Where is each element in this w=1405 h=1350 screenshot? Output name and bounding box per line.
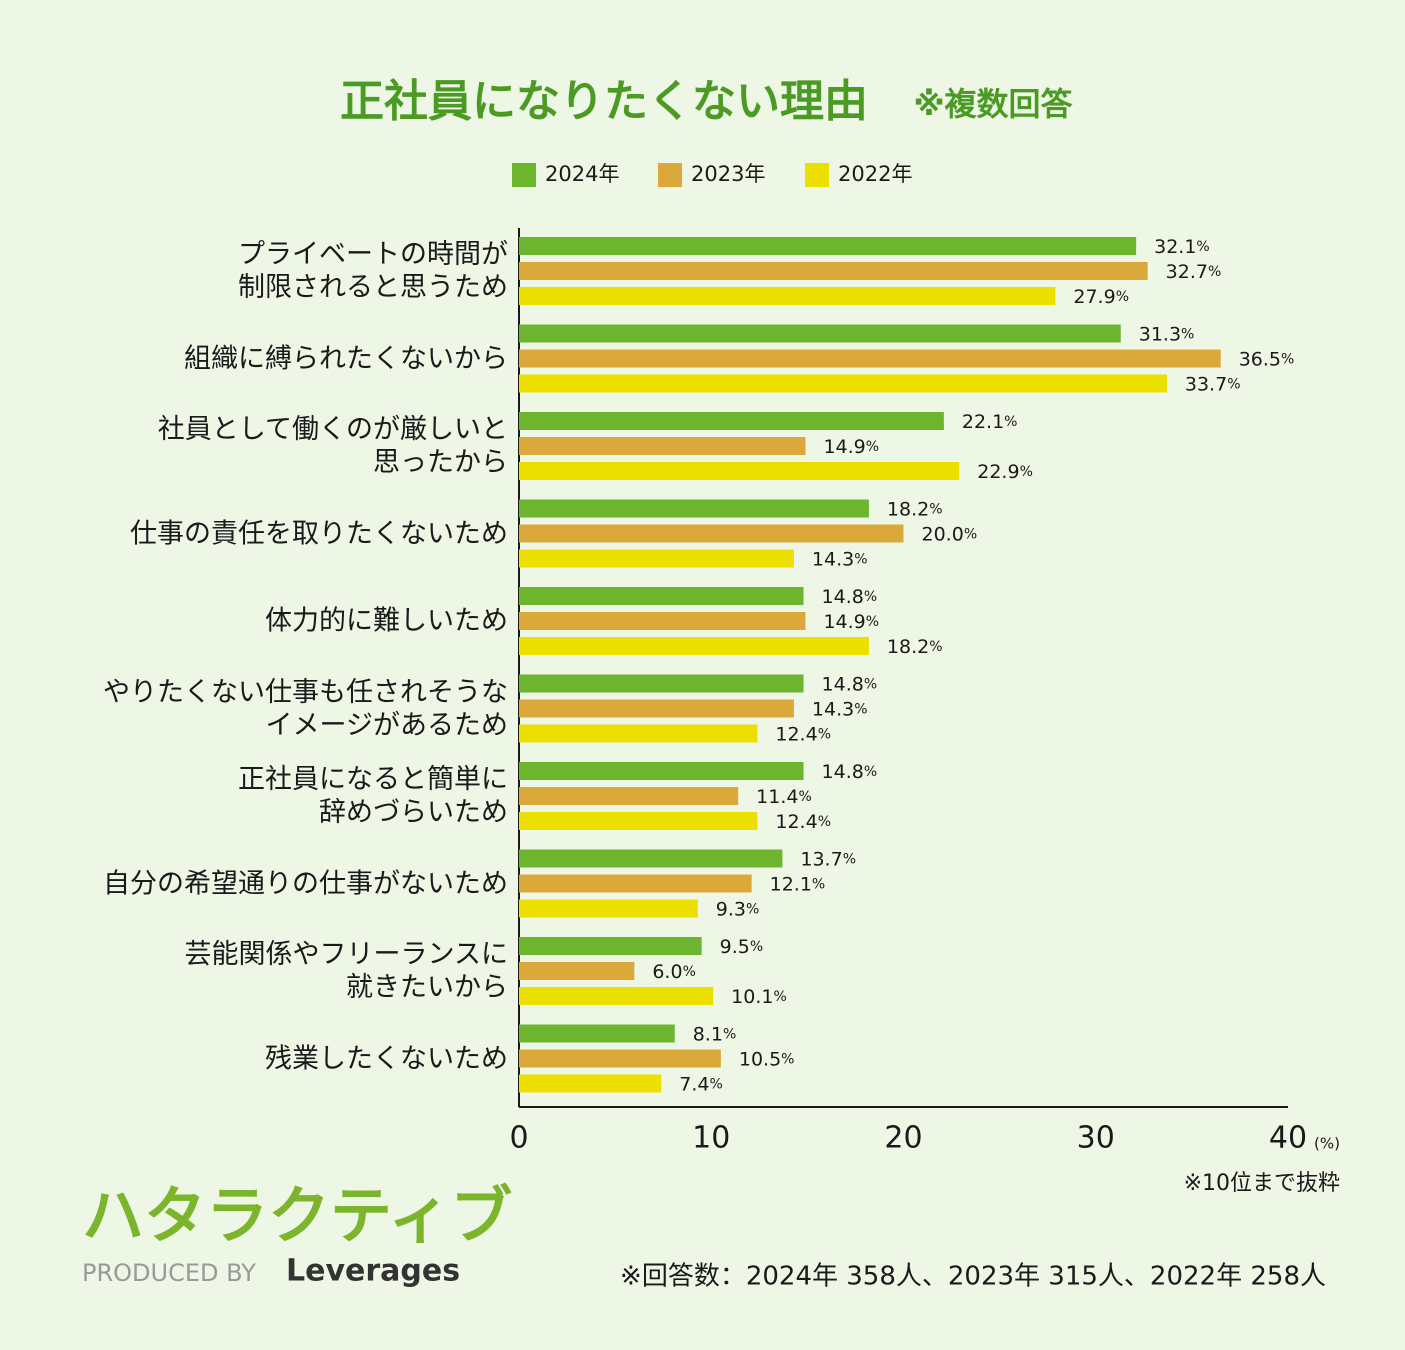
category-label: 体力的に難しいため [265, 605, 508, 637]
category-label: 残業したくないため [265, 1043, 508, 1074]
legend-label: 2024年 [545, 162, 619, 186]
value-label: 22.1% [962, 411, 1018, 433]
chart-title: 正社員になりたくない理由 [340, 76, 868, 127]
legend-swatch [805, 163, 829, 187]
value-label: 32.7% [1166, 261, 1222, 283]
bar [519, 324, 1121, 343]
value-label: 36.5% [1239, 348, 1295, 370]
bar [519, 849, 783, 868]
value-label: 7.4% [679, 1073, 723, 1095]
value-label: 14.9% [823, 611, 879, 633]
bar [519, 1024, 675, 1043]
bar [519, 987, 714, 1005]
x-tick-label: 30 [1077, 1121, 1115, 1156]
bar [519, 287, 1056, 305]
x-tick-label: 0 [509, 1121, 528, 1156]
x-unit: (%) [1314, 1135, 1340, 1153]
bar [519, 962, 635, 980]
value-label: 13.7% [800, 848, 856, 870]
x-tick-label: 40 [1269, 1121, 1307, 1156]
bar [519, 437, 806, 455]
legend-label: 2023年 [691, 162, 765, 186]
bar [519, 899, 698, 918]
note: ※回答数：2024年 358人、2023年 315人、2022年 258人 [620, 1262, 1326, 1292]
value-label: 14.9% [823, 436, 879, 458]
value-label: 9.5% [720, 936, 764, 958]
value-label: 8.1% [693, 1023, 737, 1045]
value-label: 14.3% [812, 698, 868, 720]
bar [519, 724, 758, 743]
value-label: 9.3% [716, 898, 760, 920]
bar [519, 699, 794, 718]
bar [519, 812, 758, 830]
value-label: 14.3% [812, 548, 868, 570]
category-label: 仕事の責任を取りたくないため [130, 518, 508, 549]
x-tick-label: 20 [884, 1121, 922, 1156]
logo-brand: ハタラクティブ [82, 1179, 512, 1252]
bar [519, 412, 944, 430]
value-label: 14.8% [822, 586, 878, 608]
bar [519, 587, 804, 605]
category-label: 正社員になると簡単に 辞めづらいため [238, 764, 508, 828]
legend-swatch [512, 163, 536, 187]
value-label: 18.2% [887, 498, 943, 520]
legend-swatch [658, 163, 682, 187]
value-label: 33.7% [1185, 373, 1241, 395]
category-label: 自分の希望通りの仕事がないため [103, 868, 508, 899]
value-label: 10.1% [731, 986, 787, 1008]
value-label: 18.2% [887, 636, 943, 658]
legend-label: 2022年 [838, 162, 912, 186]
chart-subtitle: ※複数回答 [913, 85, 1073, 123]
value-label: 31.3% [1139, 323, 1195, 345]
value-label: 20.0% [922, 523, 978, 545]
value-label: 6.0% [652, 961, 696, 983]
note: ※10位まで抜粋 [1184, 1171, 1340, 1196]
value-label: 11.4% [756, 786, 812, 808]
value-label: 12.1% [770, 873, 826, 895]
bar [519, 524, 904, 543]
category-label: 社員として働くのが厳しいと 思ったから [157, 414, 508, 478]
bar [519, 549, 794, 568]
bar [519, 462, 960, 480]
value-label: 22.9% [977, 461, 1033, 483]
bar [519, 1074, 662, 1093]
bar [519, 937, 702, 955]
logo-produced: PRODUCED BY [82, 1259, 256, 1287]
value-label: 12.4% [775, 811, 831, 833]
bar [519, 874, 752, 893]
value-label: 32.1% [1154, 236, 1210, 258]
category-label: プライベートの時間が 制限されると思うため [238, 239, 508, 303]
bar [519, 637, 869, 655]
value-label: 12.4% [775, 723, 831, 745]
category-label: 芸能関係やフリーランスに 就きたいから [184, 939, 508, 1003]
logo-company: Leverages [286, 1254, 460, 1289]
bar [519, 349, 1221, 368]
value-label: 10.5% [739, 1048, 795, 1070]
bar [519, 762, 804, 780]
bar [519, 1049, 721, 1068]
bar [519, 374, 1167, 393]
x-tick-label: 10 [692, 1121, 730, 1156]
bar [519, 612, 806, 630]
value-label: 14.8% [822, 761, 878, 783]
category-label: 組織に縛られたくないから [184, 343, 508, 374]
bar [519, 262, 1148, 280]
bar [519, 237, 1137, 255]
bar [519, 787, 739, 805]
bar [519, 499, 869, 518]
value-label: 14.8% [822, 673, 878, 695]
bar [519, 674, 804, 693]
category-label: やりたくない仕事も任されそうな イメージがあるため [103, 676, 508, 741]
value-label: 27.9% [1073, 286, 1129, 308]
